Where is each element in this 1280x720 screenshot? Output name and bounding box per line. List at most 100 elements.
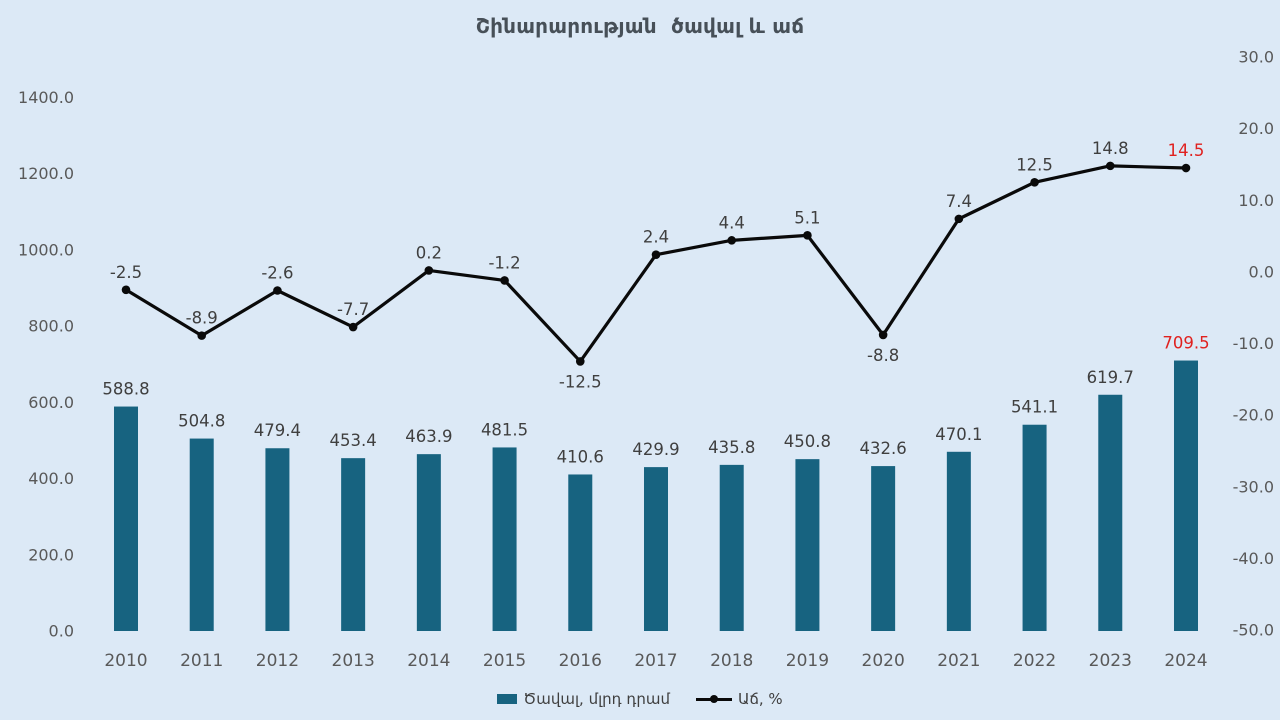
right-axis-tick: 20.0 (1238, 119, 1274, 138)
bar-2023 (1098, 394, 1123, 631)
x-axis-label-2017: 2017 (634, 651, 677, 671)
right-axis-tick: -30.0 (1233, 477, 1274, 496)
x-axis-label-2022: 2022 (1013, 651, 1056, 671)
line-point-2017 (651, 250, 661, 259)
legend-label-volume: Ծավալ, մլրդ դրամ (523, 690, 670, 708)
line-point-2023 (1105, 161, 1115, 171)
bar-2018 (719, 464, 744, 631)
bar-label-2023: 619.7 (1087, 368, 1134, 387)
x-axis-label-2016: 2016 (559, 651, 602, 671)
line-point-2014 (424, 266, 434, 275)
line-label-2021: 7.4 (946, 192, 972, 211)
left-axis-tick: 1200.0 (18, 164, 74, 183)
left-axis-tick: 200.0 (28, 545, 74, 564)
x-axis-label-2013: 2013 (332, 651, 375, 671)
left-axis-tick: 800.0 (28, 317, 74, 336)
line-label-2015: -1.2 (488, 253, 520, 272)
line-point-2013 (348, 322, 358, 332)
bar-2014 (416, 454, 441, 631)
x-axis-label-2018: 2018 (710, 651, 753, 671)
line-label-2018: 4.4 (719, 213, 745, 232)
bar-label-2012: 479.4 (254, 421, 301, 440)
legend-item-volume: Ծավալ, մլրդ դրամ (497, 690, 670, 708)
bar-2010 (114, 406, 138, 631)
line-label-2014: 0.2 (416, 243, 442, 262)
chart-title: Շինարարության ծավալ և աճ (475, 14, 805, 38)
line-point-2024 (1181, 163, 1191, 173)
line-point-2022 (1030, 178, 1039, 187)
x-axis-label-2010: 2010 (104, 651, 147, 671)
right-axis-tick: -40.0 (1233, 549, 1274, 568)
line-label-2016: -12.5 (559, 372, 602, 391)
bar-label-2022: 541.1 (1011, 398, 1058, 417)
line-point-2018 (727, 236, 737, 245)
line-point-2021 (954, 214, 964, 224)
left-axis-tick: 1000.0 (18, 240, 74, 259)
line-point-2015 (500, 276, 509, 285)
line-label-2012: -2.6 (261, 263, 293, 282)
legend-item-growth: Աճ, % (695, 690, 783, 708)
line-point-2011 (197, 331, 207, 340)
bar-label-2014: 463.9 (405, 427, 452, 446)
bar-2017 (643, 467, 668, 631)
line-marker-dot-icon (709, 695, 718, 703)
line-point-2012 (273, 286, 282, 295)
line-point-2016 (575, 357, 585, 366)
x-axis-label-2015: 2015 (483, 651, 526, 671)
line-label-2019: 5.1 (794, 208, 820, 227)
bar-label-2013: 453.4 (330, 431, 377, 450)
right-axis-tick: -10.0 (1233, 334, 1274, 353)
x-axis-label-2024: 2024 (1164, 651, 1207, 671)
bar-2011 (189, 438, 214, 631)
x-axis-label-2021: 2021 (937, 651, 980, 671)
bar-2016 (568, 474, 593, 631)
bar-label-2019: 450.8 (784, 432, 831, 451)
bar-2015 (492, 447, 517, 631)
bar-2022 (1022, 424, 1047, 631)
line-label-2020: -8.8 (867, 346, 899, 365)
left-axis-tick: 0.0 (49, 622, 74, 641)
line-series-marker-icon (695, 695, 732, 703)
bar-label-2016: 410.6 (557, 447, 604, 466)
x-axis-label-2023: 2023 (1089, 651, 1132, 671)
x-axis-label-2012: 2012 (256, 651, 299, 671)
x-axis-label-2019: 2019 (786, 651, 829, 671)
bar-label-2011: 504.8 (178, 412, 225, 431)
bar-2013 (341, 458, 366, 631)
line-point-2020 (878, 330, 888, 340)
line-label-2010: -2.5 (110, 263, 142, 282)
bar-2021 (946, 451, 971, 631)
bar-label-2017: 429.9 (632, 440, 679, 459)
bar-label-2020: 432.6 (860, 439, 907, 458)
line-label-2024: 14.5 (1168, 141, 1205, 160)
bar-2019 (795, 459, 820, 631)
bar-label-2024: 709.5 (1162, 334, 1209, 353)
line-label-2011: -8.9 (186, 309, 218, 328)
left-axis-tick: 600.0 (28, 393, 74, 412)
x-axis-label-2014: 2014 (407, 651, 450, 671)
bar-series-swatch-icon (497, 694, 518, 704)
line-point-2010 (121, 285, 131, 295)
right-axis-tick: 30.0 (1238, 48, 1274, 67)
x-axis-label-2020: 2020 (862, 651, 905, 671)
right-axis-tick: -20.0 (1233, 406, 1274, 425)
bar-label-2010: 588.8 (102, 380, 149, 399)
bar-2020 (871, 466, 896, 631)
bar-label-2021: 470.1 (935, 425, 982, 444)
line-label-2017: 2.4 (643, 228, 669, 247)
right-axis-tick: 10.0 (1238, 191, 1274, 210)
line-label-2013: -7.7 (337, 300, 369, 319)
x-axis-label-2011: 2011 (180, 651, 223, 671)
bar-label-2018: 435.8 (708, 438, 755, 457)
legend-label-growth: Աճ, % (737, 690, 783, 708)
bar-2012 (265, 448, 290, 631)
right-axis-tick: 0.0 (1249, 262, 1274, 281)
left-axis-tick: 1400.0 (18, 88, 74, 107)
line-label-2023: 14.8 (1092, 139, 1129, 158)
left-axis-tick: 400.0 (28, 469, 74, 488)
bar-2024 (1173, 360, 1198, 631)
chart-legend: Ծավալ, մլրդ դրամ Աճ, % (0, 690, 1280, 708)
line-point-2019 (803, 231, 812, 240)
